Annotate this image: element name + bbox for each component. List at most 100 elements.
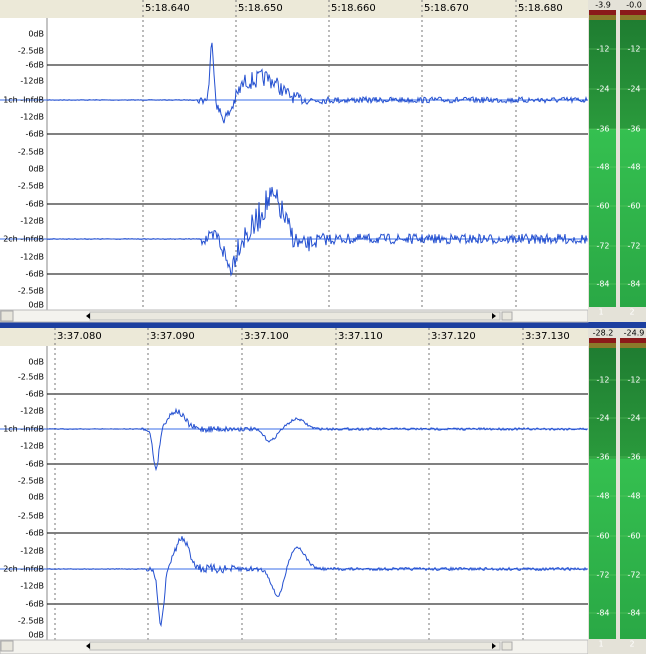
waveform <box>46 407 587 472</box>
meter-scale: -12 <box>627 45 640 54</box>
db-label: -2.5dB <box>18 287 44 296</box>
db-label: 0dB <box>28 30 44 39</box>
scroll-left[interactable] <box>0 310 14 322</box>
db-label: -12dB <box>20 582 44 591</box>
meter-scale: -24 <box>596 85 609 94</box>
db-label: -2.5dB <box>18 148 44 157</box>
meter-scale: -36 <box>627 125 640 134</box>
meter-clip <box>620 10 646 15</box>
meter-warn <box>589 343 616 348</box>
meter-clip <box>589 338 616 343</box>
db-label: -6dB <box>25 390 44 399</box>
scroll-arrow-right[interactable] <box>492 643 496 649</box>
meter-channel: 2 <box>629 640 634 649</box>
meter-scale: -36 <box>596 125 609 134</box>
db-label: -6dB <box>25 460 44 469</box>
scroll-left[interactable] <box>0 640 14 652</box>
meter-scale: -24 <box>627 85 640 94</box>
db-label: -6dB <box>25 600 44 609</box>
meter-scale: -48 <box>596 163 609 172</box>
scroll-arrow-left[interactable] <box>86 643 90 649</box>
db-label: 0dB <box>28 165 44 174</box>
meter-bar <box>589 10 616 307</box>
db-label: -12dB <box>20 442 44 451</box>
meter-scale: -48 <box>596 492 609 501</box>
meter-scale: -60 <box>596 532 609 541</box>
db-label: -2.5dB <box>18 617 44 626</box>
meter-scale: -72 <box>596 242 609 251</box>
meter-channel: 1 <box>598 308 603 317</box>
time-label: 5:18.650 <box>238 3 283 14</box>
meter-peak: -24.9 <box>624 329 645 338</box>
meter-scale: -24 <box>596 414 609 423</box>
meter-scale: -60 <box>627 532 640 541</box>
meter-channel: 1 <box>598 640 603 649</box>
meter-peak: -28.2 <box>593 329 614 338</box>
meter-peak: -0.0 <box>626 1 642 10</box>
time-label: 5:18.670 <box>424 3 469 14</box>
meter-peak: -3.9 <box>595 1 611 10</box>
db-label: -2.5dB <box>18 512 44 521</box>
time-label: 5:18.660 <box>331 3 376 14</box>
meter-scale: -12 <box>596 376 609 385</box>
scroll-arrow-right[interactable] <box>492 313 496 319</box>
db-label: 0dB <box>28 631 44 640</box>
meter-scale: -84 <box>627 609 640 618</box>
db-label: -6dB <box>25 270 44 279</box>
db-label: 0dB <box>28 358 44 367</box>
meter-scale: -84 <box>596 609 609 618</box>
db-label: -2.5dB <box>18 373 44 382</box>
time-label: 3:37.130 <box>525 331 570 342</box>
db-label: -2.5dB <box>18 182 44 191</box>
db-scale <box>0 18 47 310</box>
meter-warn <box>620 343 646 348</box>
zoom-thumb[interactable] <box>501 311 513 321</box>
meter-scale: -60 <box>596 202 609 211</box>
meter-warn <box>589 15 616 20</box>
scroll-thumb[interactable] <box>89 641 501 651</box>
waveform <box>46 536 588 628</box>
db-label: 0dB <box>28 493 44 502</box>
db-label: -2.5dB <box>18 47 44 56</box>
waveform-area <box>47 18 588 310</box>
meter-scale: -12 <box>596 45 609 54</box>
db-label: 2ch -InfdB <box>3 565 44 574</box>
meter-bar <box>589 338 616 639</box>
meter-clip <box>589 10 616 15</box>
meter-channel: 2 <box>629 308 634 317</box>
time-ruler <box>0 0 588 18</box>
db-label: -12dB <box>20 253 44 262</box>
db-label: 1ch -InfdB <box>3 425 44 434</box>
meter-warn <box>620 15 646 20</box>
time-label: 3:37.120 <box>431 331 476 342</box>
db-label: -12dB <box>20 407 44 416</box>
meter-scale: -48 <box>627 492 640 501</box>
meter-bar <box>620 10 646 307</box>
meter-scale: -84 <box>596 280 609 289</box>
scroll-thumb[interactable] <box>89 311 501 321</box>
time-label: 3:37.080 <box>57 331 102 342</box>
db-label: -6dB <box>25 529 44 538</box>
meter-scale: -36 <box>627 453 640 462</box>
meter-scale: -48 <box>627 163 640 172</box>
db-label: -12dB <box>20 77 44 86</box>
meter-scale: -72 <box>627 242 640 251</box>
db-scale <box>0 346 47 640</box>
time-label: 5:18.680 <box>518 3 563 14</box>
waveform-area <box>47 346 588 640</box>
meter-scale: -60 <box>627 202 640 211</box>
panel-separator <box>0 322 646 328</box>
zoom-thumb[interactable] <box>501 641 513 651</box>
time-label: 3:37.100 <box>244 331 289 342</box>
db-label: 2ch -InfdB <box>3 235 44 244</box>
db-label: 0dB <box>28 301 44 310</box>
meter-scale: -12 <box>627 376 640 385</box>
db-label: -6dB <box>25 130 44 139</box>
db-label: -6dB <box>25 200 44 209</box>
scroll-arrow-left[interactable] <box>86 313 90 319</box>
time-label: 5:18.640 <box>145 3 190 14</box>
db-label: -12dB <box>20 113 44 122</box>
time-ruler <box>0 328 588 346</box>
meter-bar <box>620 338 646 639</box>
meter-scale: -72 <box>627 571 640 580</box>
